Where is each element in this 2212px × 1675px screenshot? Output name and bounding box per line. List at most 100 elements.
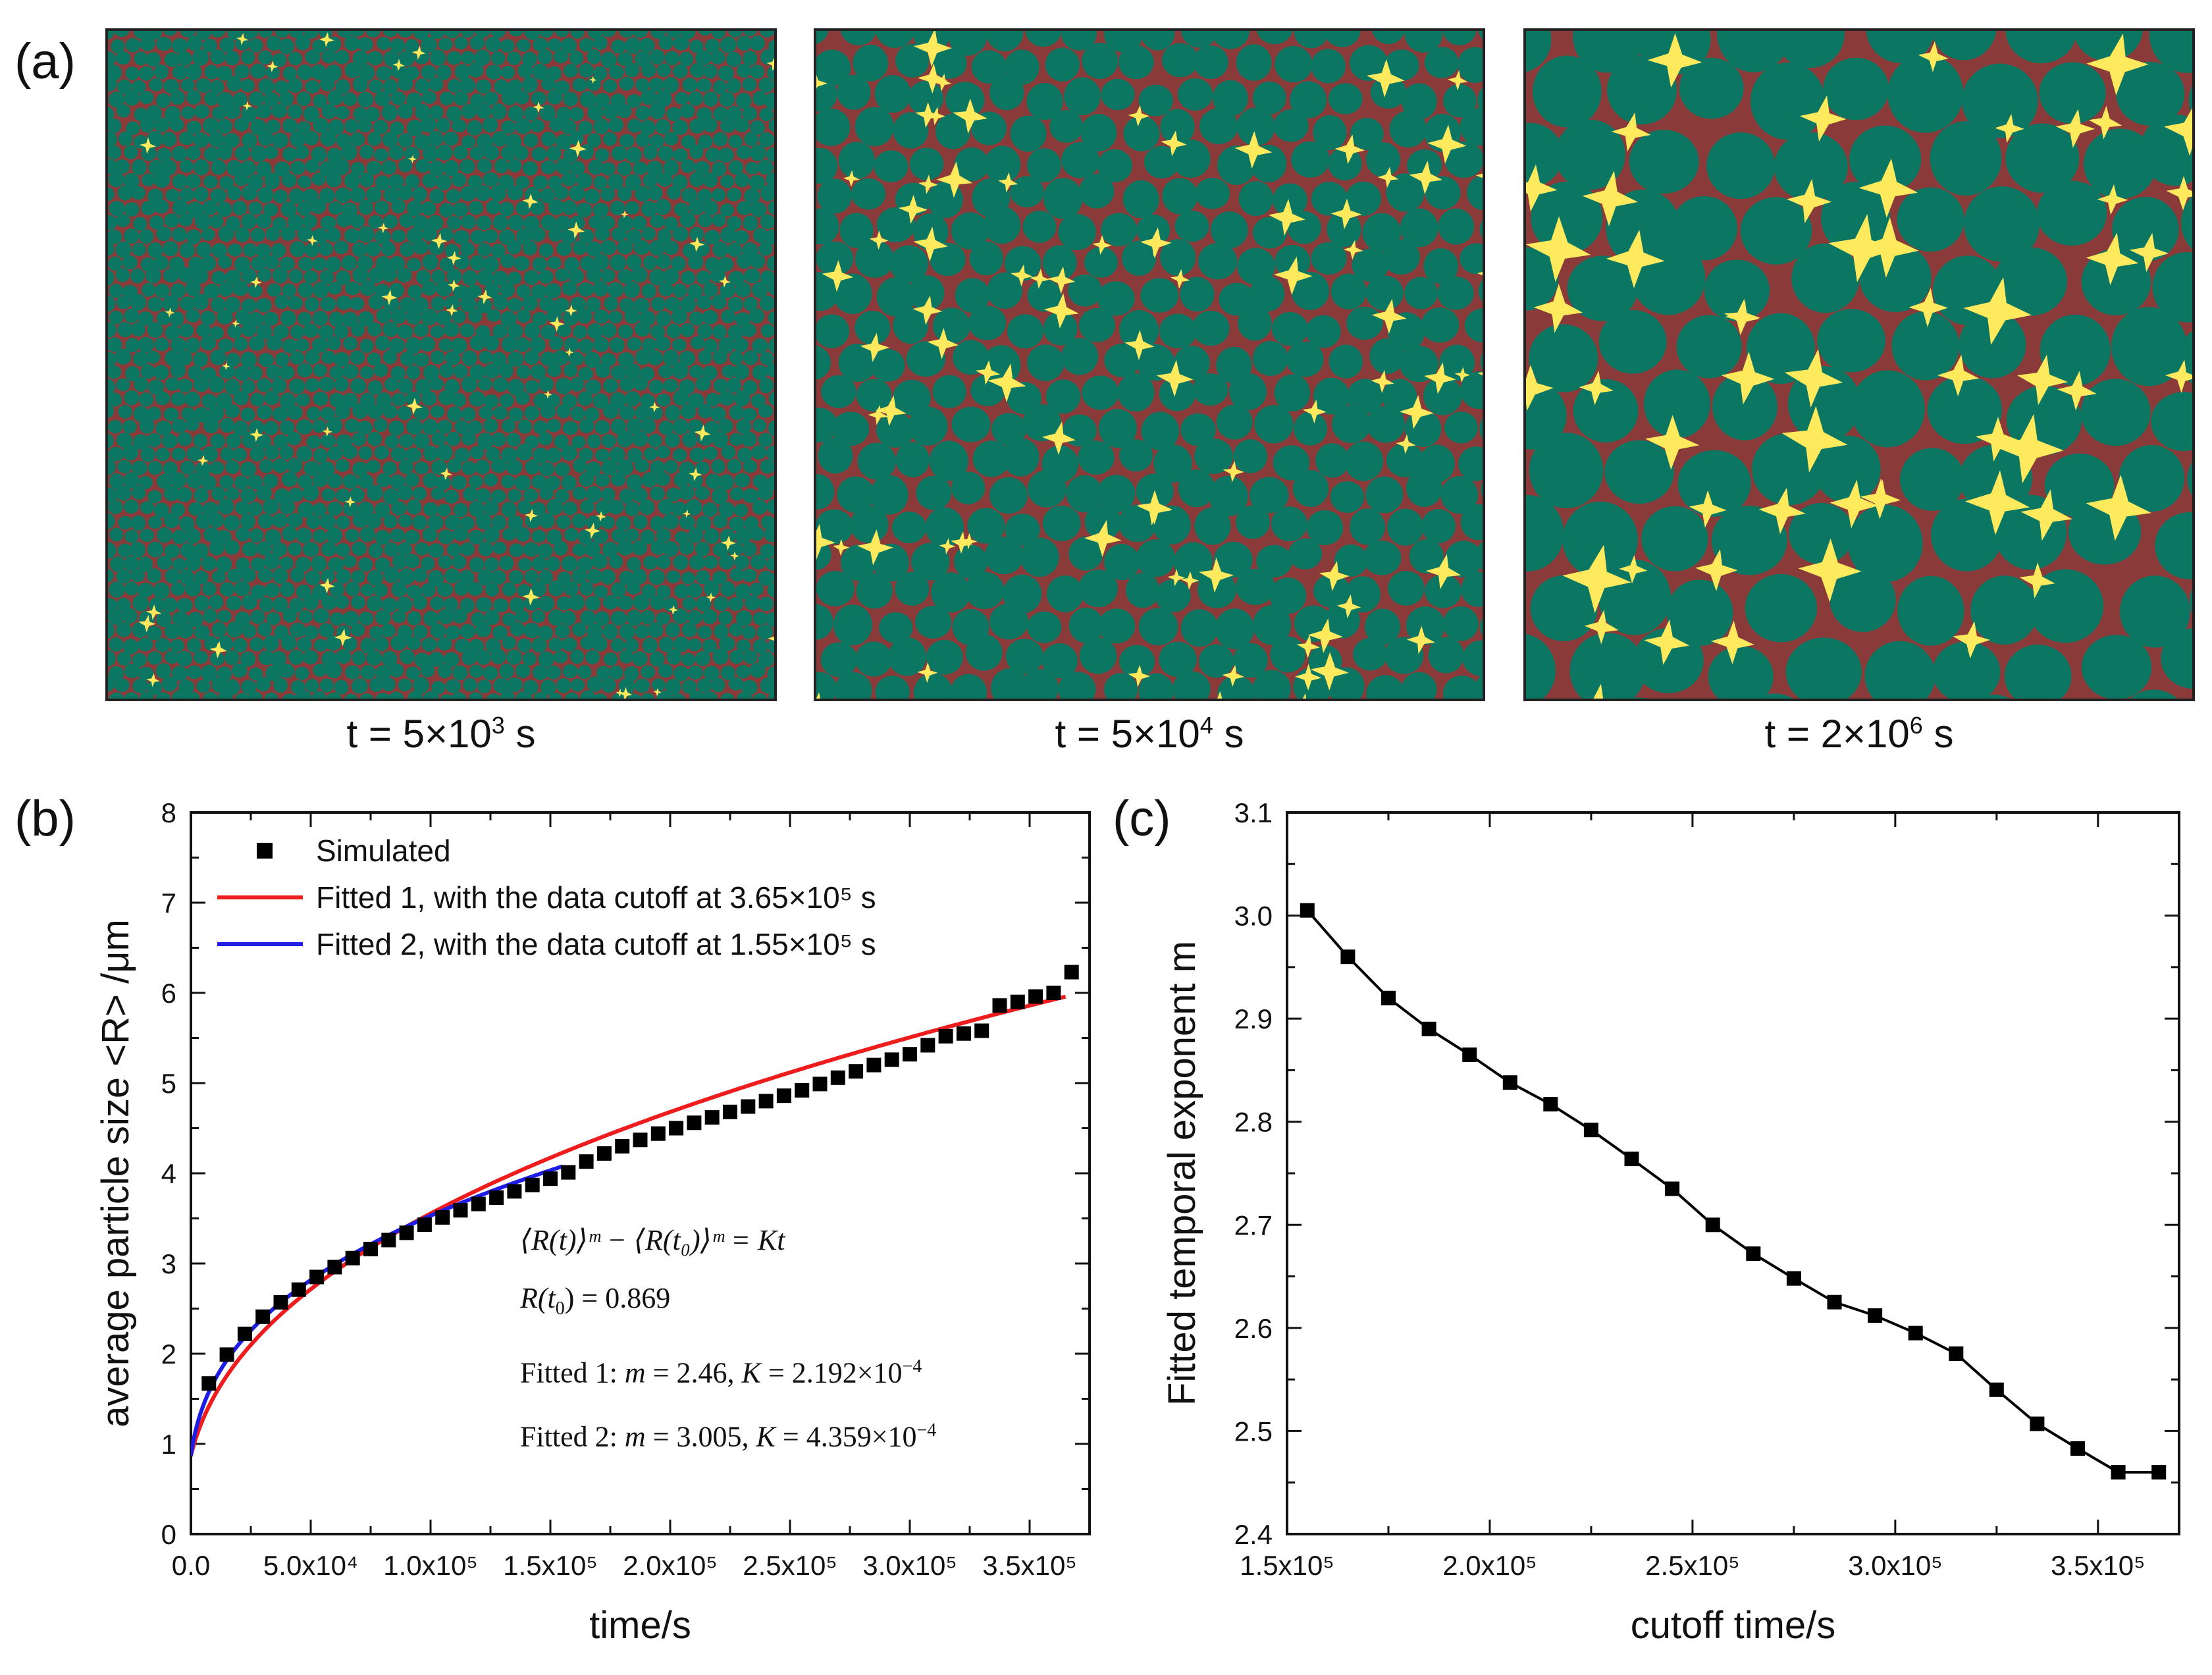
simulated-point <box>596 1146 612 1161</box>
simulated-point <box>471 1196 486 1211</box>
simulated-point <box>345 1250 360 1265</box>
simulated-point <box>1010 994 1025 1009</box>
y-tick-label: 2.4 <box>1234 1519 1273 1550</box>
x-tick-label: 2.0x10⁵ <box>1442 1550 1537 1581</box>
simulated-point <box>723 1104 737 1119</box>
y-tick-label: 2 <box>161 1339 176 1369</box>
x-tick-label: 3.0x10⁵ <box>862 1550 957 1581</box>
simulated-point <box>1028 989 1043 1004</box>
panel-c-letter: (c) <box>1113 791 1171 847</box>
simulated-point <box>903 1047 917 1062</box>
exponent-point <box>2070 1441 2085 1456</box>
exponent-point <box>1949 1346 1964 1361</box>
simulated-point <box>956 1026 971 1041</box>
y-tick-label: 2.7 <box>1234 1210 1273 1240</box>
exponent-point <box>1543 1097 1558 1112</box>
exponent-line <box>1306 909 2159 1474</box>
simulated-point <box>327 1260 342 1275</box>
y-tick-label: 1 <box>161 1429 176 1460</box>
simulated-point <box>884 1052 899 1067</box>
microstructure-image-early <box>105 28 777 701</box>
equation-growth-law: ⟨R(t)⟩ᵐ − ⟨R(t₀)⟩ᵐ = Kt <box>520 1224 785 1256</box>
simulated-point <box>1046 986 1061 1000</box>
x-tick-label: 5.0x10⁴ <box>263 1550 358 1581</box>
x-tick-label: 3.5x10⁵ <box>982 1550 1077 1581</box>
exponent-point <box>1300 903 1315 918</box>
exponent-point <box>2151 1465 2167 1480</box>
simulated-point <box>561 1165 576 1180</box>
exponent-point <box>1908 1325 1923 1341</box>
simulated-point <box>201 1376 217 1391</box>
exponent-point <box>1421 1021 1436 1036</box>
exponent-point <box>1705 1217 1720 1233</box>
exponent-point <box>1868 1308 1883 1323</box>
simulated-point <box>489 1190 504 1205</box>
exponent-point <box>2111 1465 2126 1480</box>
caption-middle: t = 5×104 s <box>1055 712 1244 756</box>
y-tick-label: 5 <box>161 1068 176 1099</box>
exponent-point <box>2030 1416 2045 1431</box>
simulated-point <box>453 1203 468 1218</box>
exponent-point <box>1462 1047 1477 1062</box>
simulated-point <box>543 1171 558 1186</box>
simulated-point <box>381 1233 396 1248</box>
exponent-point <box>1381 990 1396 1005</box>
exponent-point <box>1502 1075 1517 1090</box>
simulated-point <box>920 1038 935 1053</box>
microstructure-image-late <box>1523 28 2195 701</box>
y-axis-label: average particle size <R> /μm <box>94 919 137 1427</box>
microstructure-image-middle <box>814 28 1485 701</box>
simulated-point <box>291 1282 306 1297</box>
legend-marker-simulated <box>257 843 273 859</box>
exponent-point <box>1624 1152 1639 1167</box>
x-tick-label: 2.5x10⁵ <box>1645 1550 1740 1581</box>
simulated-point <box>273 1294 288 1310</box>
simulated-point <box>776 1088 791 1103</box>
equation-fitted-2: Fitted 2: m = 3.005, K = 4.359×10−4 <box>520 1420 937 1454</box>
y-axis-label: Fitted temporal exponent m <box>1161 941 1203 1406</box>
x-tick-label: 1.0x10⁵ <box>383 1550 478 1581</box>
exponent-point <box>1827 1294 1842 1310</box>
y-tick-label: 2.8 <box>1234 1107 1273 1138</box>
y-tick-label: 4 <box>161 1158 176 1189</box>
simulated-point <box>758 1094 774 1109</box>
y-tick-label: 2.9 <box>1234 1003 1273 1034</box>
y-tick-label: 2.6 <box>1234 1313 1273 1344</box>
legend-label-0: Simulated <box>316 834 451 868</box>
simulated-point <box>795 1083 810 1098</box>
simulated-point <box>669 1121 684 1136</box>
simulated-point <box>435 1210 450 1225</box>
panel-a-letter: (a) <box>14 34 76 90</box>
simulated-point <box>255 1309 271 1324</box>
caption-early: t = 5×103 s <box>346 712 536 756</box>
y-tick-label: 3.1 <box>1234 797 1273 828</box>
simulated-point <box>812 1077 828 1092</box>
simulated-point <box>525 1177 540 1192</box>
exponent-point <box>1340 949 1356 965</box>
exponent-point <box>1583 1123 1598 1138</box>
simulated-point <box>615 1138 630 1154</box>
simulated-point <box>579 1154 594 1169</box>
panel-b-letter: (b) <box>14 791 76 847</box>
simulated-point <box>633 1132 648 1148</box>
equation-block: ⟨R(t)⟩ᵐ − ⟨R(t₀)⟩ᵐ = Kt R(t0) = 0.869 Fi… <box>520 1211 936 1466</box>
y-tick-label: 3.0 <box>1234 901 1273 932</box>
simulated-point <box>399 1225 414 1240</box>
simulated-point <box>363 1242 378 1257</box>
x-tick-label: 0.0 <box>172 1550 210 1581</box>
legend-label-1: Fitted 1, with the data cutoff at 3.65×1… <box>316 880 876 915</box>
simulated-point <box>974 1023 989 1038</box>
exponent-point <box>1989 1382 2004 1397</box>
simulated-point <box>938 1028 953 1044</box>
simulated-point <box>830 1070 845 1085</box>
y-tick-label: 8 <box>161 797 176 828</box>
simulated-point <box>1064 965 1079 980</box>
x-tick-label: 3.0x10⁵ <box>1848 1550 1943 1581</box>
plot-frame <box>1286 811 2180 1535</box>
x-tick-label: 2.0x10⁵ <box>623 1550 718 1581</box>
x-tick-label: 2.5x10⁵ <box>743 1550 837 1581</box>
simulated-point <box>650 1126 666 1141</box>
y-tick-label: 0 <box>161 1519 176 1550</box>
simulated-point <box>704 1110 720 1125</box>
exponent-point <box>1786 1271 1801 1286</box>
